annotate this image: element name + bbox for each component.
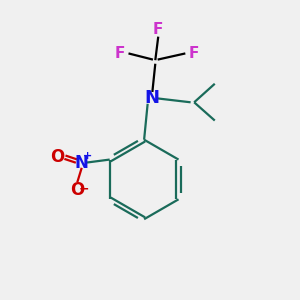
Text: O: O xyxy=(50,148,64,166)
Text: F: F xyxy=(115,46,125,61)
Text: N: N xyxy=(144,89,159,107)
Text: +: + xyxy=(83,151,92,161)
Text: −: − xyxy=(79,182,89,196)
Text: O: O xyxy=(70,182,84,200)
Text: F: F xyxy=(189,46,200,61)
Text: N: N xyxy=(75,154,89,172)
Text: F: F xyxy=(153,22,164,38)
